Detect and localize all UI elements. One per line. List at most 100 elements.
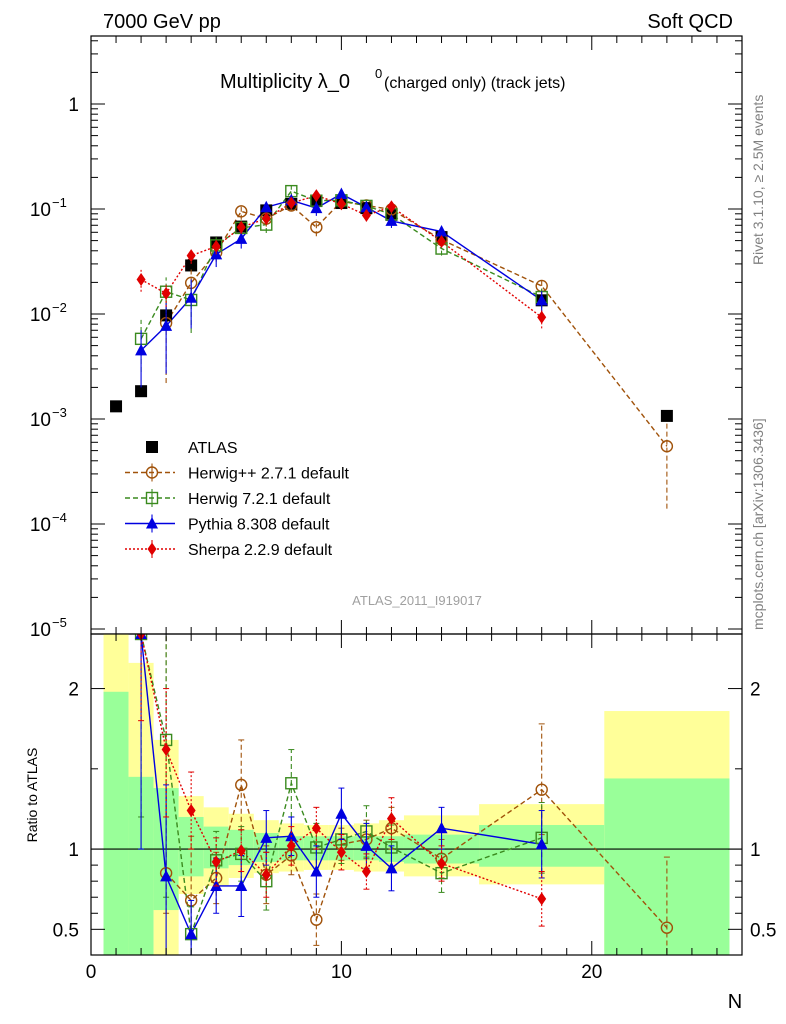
main-title-rest: (charged only) (track jets) [384,75,565,92]
ratio-ytick-label: 0.5 [53,920,79,941]
rivet-label: Rivet 3.1.10, ≥ 2.5M events [750,95,766,265]
sherpa-point [537,310,547,324]
pythia-ratio-point [360,839,373,851]
sherpa-point [261,212,271,226]
sherpa-point [186,249,196,263]
main-ytick-exp: −1 [52,195,67,210]
sherpa-point [386,200,396,214]
sherpa-ratio-point [311,821,321,835]
herwigpp-ratio-point [310,913,323,926]
main-ytick-label: 10 [30,515,51,536]
sherpa-legend-label: Sherpa 2.2.9 default [188,542,333,559]
atlas-point [110,400,123,413]
x-axis-labels: 0 10 20 [86,962,603,983]
herwigpp-ratio-point [535,783,548,796]
sherpa-point [136,273,146,287]
x-tick-label: 10 [331,962,352,983]
herwigpp-ratio-point [660,921,674,934]
pythia-point [310,201,323,214]
sherpa-ratio-point [361,865,371,879]
sherpa-point [437,235,447,249]
sherpa-point [336,197,346,211]
sherpa-point [211,239,221,253]
main-points [110,184,674,509]
pythia-point [435,225,448,237]
sherpa-ratio-point [211,855,221,869]
herwigpp-legend-label: Herwig++ 2.7.1 default [188,466,350,483]
sherpa-legend-marker [147,542,157,556]
herwig7-ratio-point [285,777,298,790]
pythia-ratio-point [160,869,173,882]
pythia-point [235,232,248,244]
pythia-ratio-point [435,821,448,834]
pythia-point [385,214,398,226]
atlas-point [185,259,198,272]
ratio-ytick-label-right: 2 [750,680,761,701]
legend: ATLAS Herwig++ 2.7.1 default Herwig 7.2.1 … [125,440,350,559]
pythia-point [185,291,198,303]
main-ytick-exp: −2 [52,300,67,315]
herwigpp-ratio-point [235,778,248,792]
ratio-ytick-label: 1 [68,840,79,861]
sherpa-ratio-point [236,844,246,858]
ratio-ytick-label-right: 1 [750,840,761,861]
main-ytick-exp: −3 [52,405,67,420]
pythia-ratio-point [235,879,248,891]
ratio-ytick-label-right: 0.5 [750,920,776,941]
pythia-ratio-point [535,837,548,850]
atlas-point [660,409,673,422]
main-ytick-label: 10 [30,305,51,326]
main-title-base: Multiplicity λ_0 [220,71,350,93]
x-axis-label: N [728,991,742,1013]
herwigpp-legend-marker [145,466,159,479]
sherpa-point [286,196,296,210]
pythia-point [335,187,348,199]
mcplots-label: mcplots.cern.ch [arXiv:1306.3436] [750,418,766,630]
pythia-point [535,293,548,306]
sherpa-point [236,220,246,234]
sherpa-ratio-point [186,804,196,818]
sherpa-ratio-point [537,892,547,906]
main-ytick-label: 10 [30,620,51,641]
pythia-ratio-point [185,927,198,940]
ratio-panel: 0.5 0.5 1 1 2 2 Ratio to ATLAS [24,633,776,956]
herwig7-legend-label: Herwig 7.2.1 default [188,491,331,508]
pythia-legend-marker [146,517,158,529]
main-ytick-exp: −4 [52,510,67,525]
pythia-ratio-point [260,831,273,843]
header-left: 7000 GeV pp [103,11,221,33]
herwigpp-point [310,221,323,234]
sherpa-point [311,189,321,203]
atlas-legend-marker [146,441,158,453]
herwig7-curve [140,190,542,340]
pythia-ratio-point [310,865,323,877]
pythia-legend-label: Pythia 8.308 default [188,517,330,534]
main-curves [140,190,668,447]
sherpa-ratio-point [437,857,447,871]
sherpa-ratio-point [286,839,296,853]
sherpa-ratio-point [336,845,346,859]
herwig7-legend-marker [145,491,159,505]
herwigpp-point [660,440,674,453]
watermark: ATLAS_2011_I919017 [352,593,482,608]
atlas-legend-label: ATLAS [188,440,238,457]
ratio-points [134,634,674,955]
main-frame: 110−110−210−310−410−5 [30,35,743,641]
atlas-point [135,385,148,398]
sherpa-ratio-point [261,868,271,882]
header-right: Soft QCD [647,11,733,33]
pythia-point [260,200,273,213]
ratio-frame: 0.5 0.5 1 1 2 2 [53,633,776,956]
sherpa-point [161,286,171,300]
main-ytick-label: 10 [30,200,51,221]
ratio-ytick-label: 2 [68,680,79,701]
herwigpp-point [235,205,248,218]
main-title-sup: 0 [375,66,382,81]
stat-band [103,691,129,955]
pythia-point [360,200,373,213]
pythia-ratio-point [385,861,398,874]
sherpa-curve [140,194,543,318]
main-ytick-label: 10 [30,410,51,431]
pythia-point [160,319,173,331]
